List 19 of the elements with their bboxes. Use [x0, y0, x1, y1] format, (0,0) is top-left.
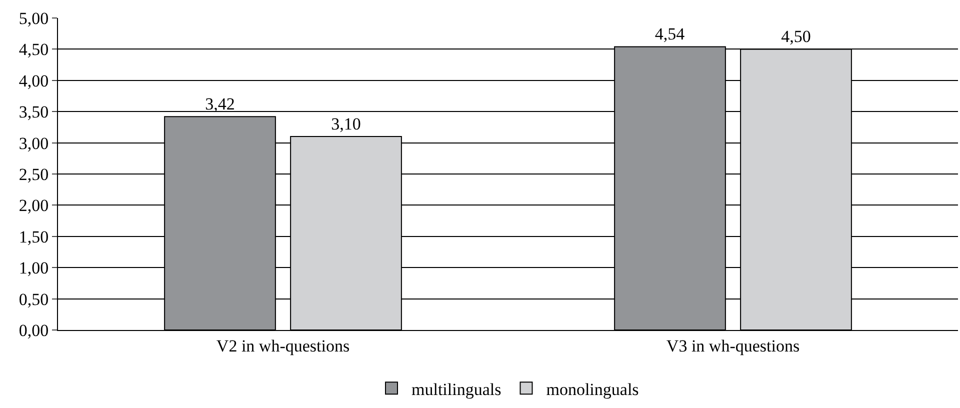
data-label: 4,50 — [781, 27, 811, 46]
y-tick-label: 1,00 — [18, 258, 49, 278]
y-tick-label: 2,00 — [18, 196, 49, 216]
legend-label: multilinguals — [412, 380, 502, 399]
legend-label: monolinguals — [546, 380, 639, 399]
y-tick-label: 5,00 — [18, 8, 49, 28]
y-tick-label: 4,00 — [18, 71, 49, 90]
y-tick-label: 2,50 — [18, 164, 49, 184]
y-tick-label: 3,00 — [18, 134, 49, 153]
x-tick-label: V3 in wh-questions — [666, 336, 800, 356]
data-label: 4,54 — [654, 24, 686, 44]
y-tick-label: 1,50 — [18, 227, 49, 246]
y-tick-label: 0,50 — [18, 290, 49, 309]
x-tick-label: V2 in wh-questions — [216, 336, 350, 356]
y-tick-label: 4,50 — [18, 40, 49, 60]
y-tick-label: 0,00 — [18, 320, 49, 340]
y-tick-label: 3,50 — [18, 102, 49, 122]
data-label: 3,10 — [331, 114, 361, 134]
data-label: 3,42 — [205, 94, 235, 114]
